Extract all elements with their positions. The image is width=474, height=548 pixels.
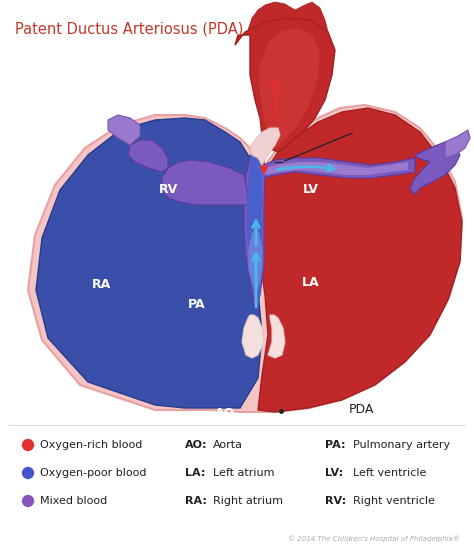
Text: PA:: PA: — [325, 440, 346, 450]
Text: LA: LA — [301, 276, 319, 289]
Polygon shape — [28, 105, 462, 412]
Polygon shape — [162, 160, 248, 205]
Polygon shape — [248, 2, 328, 32]
Polygon shape — [258, 108, 462, 412]
Text: RA:: RA: — [185, 496, 207, 506]
Polygon shape — [247, 155, 262, 308]
Polygon shape — [244, 142, 265, 310]
Text: AO:: AO: — [185, 440, 208, 450]
Polygon shape — [258, 28, 320, 148]
Text: Oxygen-poor blood: Oxygen-poor blood — [40, 468, 146, 478]
Polygon shape — [250, 128, 280, 165]
Text: RV: RV — [159, 182, 178, 196]
Polygon shape — [268, 315, 285, 358]
Polygon shape — [410, 142, 460, 195]
Text: AO: AO — [215, 407, 235, 420]
Text: PDA: PDA — [348, 403, 374, 416]
Polygon shape — [128, 140, 168, 172]
Text: Right atrium: Right atrium — [213, 496, 283, 506]
Text: Right ventricle: Right ventricle — [353, 496, 435, 506]
Polygon shape — [108, 115, 140, 145]
Polygon shape — [242, 315, 264, 358]
Polygon shape — [36, 118, 262, 408]
Circle shape — [21, 494, 35, 507]
Polygon shape — [264, 162, 408, 175]
Polygon shape — [445, 130, 470, 158]
Text: PA: PA — [188, 298, 206, 311]
Circle shape — [21, 438, 35, 452]
Text: Pulmonary artery: Pulmonary artery — [353, 440, 450, 450]
Text: LA:: LA: — [185, 468, 205, 478]
Text: Left atrium: Left atrium — [213, 468, 274, 478]
Polygon shape — [235, 18, 335, 152]
Text: Oxygen-rich blood: Oxygen-rich blood — [40, 440, 142, 450]
Text: Patent Ductus Arteriosus (PDA): Patent Ductus Arteriosus (PDA) — [15, 22, 243, 37]
Circle shape — [21, 466, 35, 480]
Polygon shape — [264, 158, 415, 178]
Text: LV: LV — [302, 182, 319, 196]
Text: Left ventricle: Left ventricle — [353, 468, 427, 478]
Text: Mixed blood: Mixed blood — [40, 496, 107, 506]
Text: LV:: LV: — [325, 468, 343, 478]
Text: RV:: RV: — [325, 496, 346, 506]
Text: Aorta: Aorta — [213, 440, 243, 450]
Polygon shape — [248, 226, 263, 292]
Text: © 2014 The Children's Hospital of Philadelphia®: © 2014 The Children's Hospital of Philad… — [288, 535, 460, 542]
Text: RA: RA — [92, 278, 111, 292]
